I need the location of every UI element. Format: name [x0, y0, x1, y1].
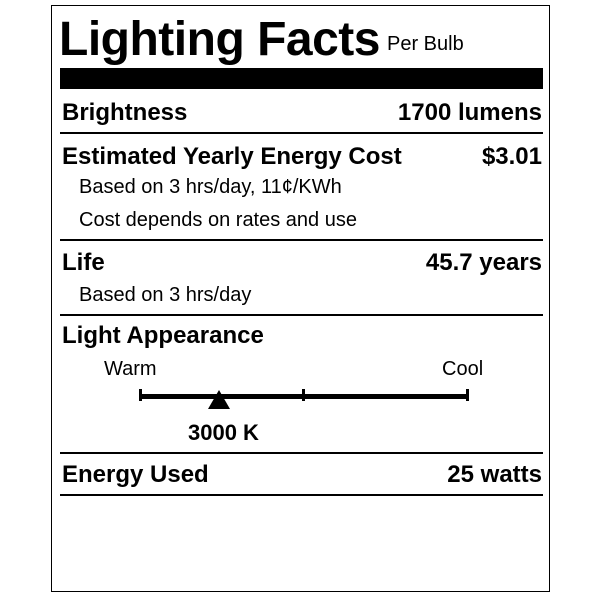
- scale-tick: [466, 389, 469, 401]
- life-label: Life: [62, 249, 105, 276]
- subtitle: Per Bulb: [387, 33, 464, 55]
- warm-label: Warm: [104, 358, 157, 380]
- divider: [60, 494, 543, 496]
- brightness-label: Brightness: [62, 99, 188, 126]
- divider: [60, 239, 543, 241]
- life-value: 45.7 years: [425, 249, 542, 276]
- cost-value: $3.01: [481, 143, 542, 170]
- energy-value: 25 watts: [447, 461, 542, 488]
- divider: [60, 314, 543, 316]
- header-bar: [60, 68, 543, 89]
- divider: [60, 452, 543, 454]
- brightness-value: 1700 lumens: [397, 99, 542, 126]
- life-note: Based on 3 hrs/day: [79, 284, 252, 306]
- temperature-marker-icon: [207, 390, 230, 409]
- cost-note-2: Cost depends on rates and use: [79, 209, 357, 231]
- cost-note-1: Based on 3 hrs/day, 11¢/KWh: [79, 176, 342, 198]
- scale-tick: [302, 389, 305, 401]
- scale-tick: [139, 389, 142, 401]
- cost-label: Estimated Yearly Energy Cost: [62, 143, 402, 170]
- page-title: Lighting Facts: [59, 13, 380, 66]
- energy-label: Energy Used: [62, 461, 209, 488]
- divider: [60, 132, 543, 134]
- label-frame: [51, 5, 550, 592]
- appearance-label: Light Appearance: [62, 322, 264, 349]
- cool-label: Cool: [442, 358, 484, 380]
- temperature-value: 3000 K: [188, 420, 259, 445]
